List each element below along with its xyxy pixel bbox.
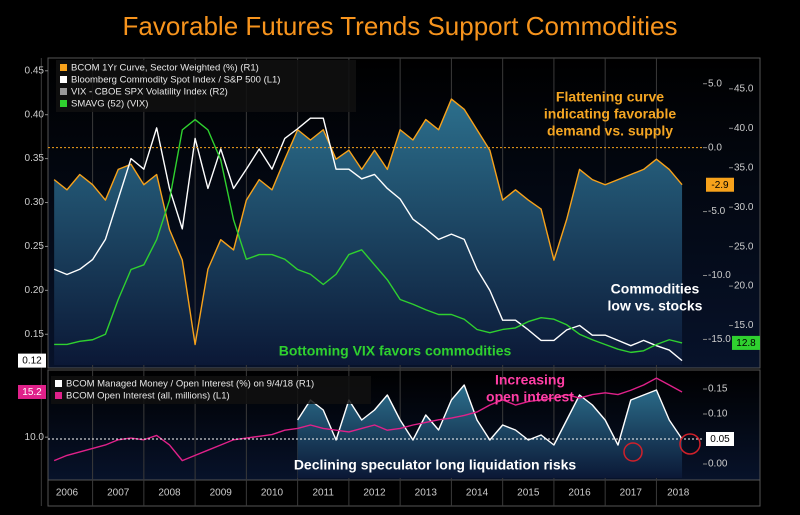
y2-tick-label: -10.0 [708,270,731,281]
y-tick-label: 0.35 [25,153,45,164]
current-value-box [706,177,734,192]
y-tick-label: 0.15 [25,329,45,340]
current-value-label: -2.9 [711,180,729,191]
legend-swatch [55,380,62,387]
current-value-label: 12.8 [736,338,756,349]
y-tick-label: 0.45 [25,65,45,76]
legend-box [56,60,356,112]
legend-label: VIX - CBOE SPX Volatility Index (R2) [71,87,228,98]
y2-tick-label: -15.0 [708,334,731,345]
legend-label: BCOM Managed Money / Open Interest (%) o… [66,379,314,390]
y-tick-label: 10.0 [25,432,45,443]
y3-tick-label: 15.0 [734,320,754,331]
x-tick-label: 2018 [667,488,690,499]
x-axis-band [47,479,761,507]
series-line [53,377,683,462]
legend-swatch [60,64,67,71]
x-tick-label: 2009 [210,488,233,499]
annotation: Increasing [495,372,565,388]
y3-tick-label: 20.0 [734,281,754,292]
highlight-circle [679,433,701,455]
x-tick-label: 2007 [107,488,130,499]
y-tick-label: 0.40 [25,109,45,120]
annotation: demand vs. supply [547,123,673,139]
x-tick-label: 2016 [568,488,591,499]
y3-tick-label: 40.0 [734,123,754,134]
y2-tick-label: 0.00 [708,459,728,470]
legend-label: SMAVG (52) (VIX) [71,99,148,110]
y-tick-label: 0.20 [25,285,45,296]
current-value-box [18,384,46,399]
y3-tick-label: 25.0 [734,241,754,252]
highlight-circle [623,442,643,462]
x-tick-label: 2014 [466,488,489,499]
series-line [54,118,683,354]
current-value-label: 0.12 [22,356,42,367]
legend-swatch [60,88,67,95]
legend-label: Bloomberg Commodity Spot Index / S&P 500… [71,75,280,86]
legend-box [51,376,371,404]
legend-label: BCOM Open Interest (all, millions) (L1) [66,391,230,402]
x-tick-label: 2017 [620,488,643,499]
y2-tick-label: -5.0 [708,206,726,217]
plot-layer: 0.45 0.40 0.35 0.30 0.25 0.20 0.15 5.0 0.0 -5.0 -1… [18,58,760,506]
y3-tick-label: 30.0 [734,202,754,213]
current-value-box [18,353,46,368]
series-line [53,98,683,346]
series-line [53,117,683,362]
x-tick-label: 2008 [158,488,181,499]
annotation: Declining speculator long liquidation ri… [294,457,577,473]
current-value-box [732,335,760,350]
annotation: Bottoming VIX favors commodities [279,343,512,359]
y-tick-label: 0.25 [25,241,45,252]
x-tick-label: 2010 [261,488,284,499]
annotation: low vs. stocks [608,298,703,314]
x-tick-label: 2015 [517,488,540,499]
y2-tick-label: 5.0 [708,78,722,89]
y2-tick-label: 0.0 [708,142,722,153]
y2-tick-label: 0.15 [708,384,728,395]
current-value-box [706,432,734,446]
y-tick-label: 0.30 [25,197,45,208]
legend-swatch [55,392,62,399]
annotation: indicating favorable [544,106,676,122]
series-line [297,384,683,446]
y2-tick-label: 0.10 [708,409,728,420]
annotation: Flattening curve [556,89,664,105]
x-tick-label: 2006 [56,488,79,499]
y3-tick-label: 45.0 [734,83,754,94]
y3-tick-label: 35.0 [734,162,754,173]
legend-label: BCOM 1Yr Curve, Sector Weighted (%) (R1) [71,63,259,74]
area-fill [54,99,683,365]
legend-swatch [60,76,67,83]
current-value-label: 0.05 [710,434,730,445]
x-tick-label: 2011 [312,488,334,499]
x-tick-label: 2012 [363,488,386,499]
legend-swatch [60,100,67,107]
annotation: Commodities [611,281,700,297]
annotation: open interest [486,389,574,405]
current-value-label: 15.2 [22,387,42,398]
chart-title: Favorable Futures Trends Support Commodi… [123,11,678,41]
x-tick-label: 2013 [415,488,438,499]
